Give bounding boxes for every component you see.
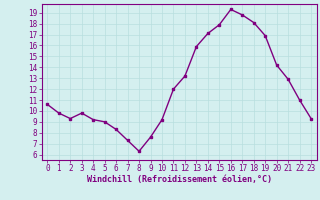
X-axis label: Windchill (Refroidissement éolien,°C): Windchill (Refroidissement éolien,°C) — [87, 175, 272, 184]
